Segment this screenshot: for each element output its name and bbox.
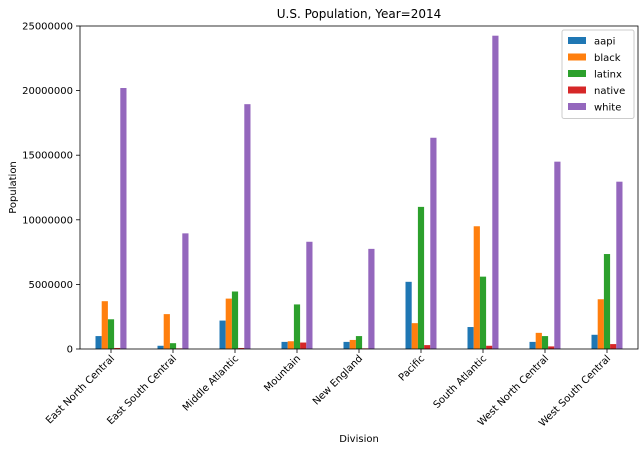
bars-layer <box>95 35 623 350</box>
x-tick-label: East South Central <box>105 353 179 427</box>
bar-latinx <box>231 291 239 349</box>
legend-swatch <box>568 53 586 61</box>
bar-white <box>120 88 127 350</box>
bar-aapi <box>219 320 226 349</box>
legend-item-white: white <box>568 103 621 114</box>
x-tick-label: South Atlantic <box>432 353 489 410</box>
bar-black <box>225 298 232 349</box>
bar-white <box>306 241 313 349</box>
bar-native <box>300 342 307 349</box>
x-tick-label: West South Central <box>537 353 613 429</box>
bar-group <box>95 88 127 350</box>
x-tick-label: Mountain <box>262 353 303 394</box>
legend-swatch <box>568 103 586 110</box>
legend-item-latinx: latinx <box>568 70 622 81</box>
legend-swatch <box>568 37 586 44</box>
bar-group <box>343 248 375 349</box>
bar-native <box>548 346 555 349</box>
bar-group <box>219 104 251 349</box>
bar-aapi <box>529 341 536 349</box>
bar-aapi <box>405 281 412 349</box>
bar-aapi <box>95 336 102 349</box>
bar-latinx <box>107 319 115 349</box>
x-tick-label: Pacific <box>397 353 427 383</box>
legend-label: native <box>594 86 625 97</box>
bar-native <box>114 347 121 349</box>
y-tick-label: 25000000 <box>22 22 73 33</box>
x-tick-label: Middle Atlantic <box>181 353 241 413</box>
y-axis: 0 5000000 10000000 15000000 20000000 25000000 <box>22 22 80 356</box>
bar-aapi <box>343 341 350 349</box>
bar-latinx <box>541 336 549 349</box>
bar-group <box>405 137 437 349</box>
bar-white <box>430 137 437 349</box>
bar-group <box>529 161 561 349</box>
chart-title: U.S. Population, Year=2014 <box>277 7 442 21</box>
bar-white <box>554 161 561 349</box>
bar-aapi <box>281 341 288 349</box>
legend-item-native: native <box>568 86 625 97</box>
y-tick-label: 5000000 <box>28 280 73 291</box>
bar-group <box>591 181 623 349</box>
bar-white <box>244 104 251 349</box>
x-tick-label: East North Central <box>44 353 117 426</box>
legend-swatch <box>568 86 586 94</box>
bar-group <box>467 35 499 349</box>
legend-item-black: black <box>568 53 621 64</box>
x-tick-label: New England <box>311 353 365 407</box>
bar-latinx <box>293 304 301 349</box>
y-tick-label: 10000000 <box>22 215 73 226</box>
bar-latinx <box>169 343 177 349</box>
y-axis-title: Population <box>8 161 19 214</box>
bar-black <box>349 339 356 349</box>
x-axis-title: Division <box>339 434 379 445</box>
legend-swatch <box>568 70 586 77</box>
bar-aapi <box>467 327 474 349</box>
legend-label: black <box>594 53 621 64</box>
bar-native <box>486 345 493 349</box>
bar-aapi <box>157 345 164 349</box>
bar-white <box>182 233 189 349</box>
y-tick-label: 0 <box>67 345 73 356</box>
bar-white <box>616 181 623 349</box>
legend-label: aapi <box>594 37 615 48</box>
legend-label: white <box>594 103 621 114</box>
bar-group <box>157 233 189 349</box>
bar-aapi <box>591 334 598 349</box>
bar-white <box>368 248 375 349</box>
plot-frame <box>79 25 639 350</box>
bar-black <box>101 301 108 349</box>
bar-latinx <box>479 276 487 349</box>
bar-black <box>597 299 604 349</box>
y-tick-label: 15000000 <box>22 151 73 162</box>
bar-latinx <box>603 254 611 349</box>
bar-latinx <box>417 206 425 349</box>
legend-item-aapi: aapi <box>568 37 615 48</box>
bar-native <box>238 347 245 349</box>
bar-black <box>535 332 542 349</box>
legend-box <box>561 29 635 119</box>
bar-latinx <box>355 336 363 349</box>
bar-native <box>610 344 617 349</box>
bar-white <box>492 35 499 349</box>
y-tick-label: 20000000 <box>22 86 73 97</box>
bar-native <box>424 345 431 349</box>
bar-black <box>287 341 294 349</box>
bar-black <box>163 314 170 349</box>
legend-label: latinx <box>594 70 622 81</box>
bar-black <box>473 226 480 349</box>
legend: aapi black latinx native white <box>561 29 635 119</box>
bar-black <box>411 323 418 349</box>
bar-group <box>281 241 313 349</box>
x-tick-label: West North Central <box>476 353 551 428</box>
